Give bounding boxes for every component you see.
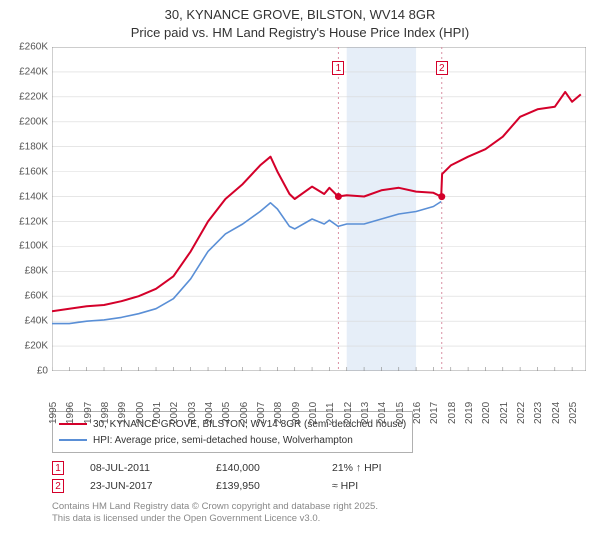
legend-item: HPI: Average price, semi-detached house,…: [59, 432, 406, 448]
x-tick: 2025: [568, 402, 579, 424]
x-tick: 2002: [169, 402, 180, 424]
x-tick: 1998: [100, 402, 111, 424]
sale-date: 23-JUN-2017: [90, 480, 190, 492]
attribution-footer: Contains HM Land Registry data © Crown c…: [52, 501, 592, 525]
x-tick: 2018: [447, 402, 458, 424]
x-axis: 1995199619971998199920002001200220032004…: [52, 371, 586, 405]
x-tick: 2022: [516, 402, 527, 424]
x-tick: 2019: [464, 402, 475, 424]
sale-price: £139,950: [216, 480, 306, 492]
x-tick: 2007: [256, 402, 267, 424]
sale-delta: ≈ HPI: [332, 480, 452, 492]
chart-area: £0 £20K £40K £60K £80K £100K £120K £140K £160K £1…: [8, 45, 592, 405]
x-tick: 2011: [325, 403, 336, 425]
x-tick: 2013: [360, 402, 371, 424]
x-tick: 2012: [343, 402, 354, 424]
legend-label: HPI: Average price, semi-detached house,…: [93, 435, 353, 446]
y-tick: £220K: [19, 91, 48, 102]
x-tick: 2014: [377, 402, 388, 424]
y-tick: £80K: [25, 266, 48, 277]
y-tick: £0: [37, 366, 48, 377]
x-tick: 2000: [135, 402, 146, 424]
y-tick: £60K: [25, 291, 48, 302]
chart-titles: 30, KYNANCE GROVE, BILSTON, WV14 8GR Pri…: [8, 6, 592, 41]
y-tick: £20K: [25, 341, 48, 352]
y-tick: £200K: [19, 116, 48, 127]
plot-region: 12: [52, 47, 586, 371]
x-tick: 2020: [481, 402, 492, 424]
x-tick: 2021: [499, 402, 510, 424]
y-tick: £40K: [25, 316, 48, 327]
sale-marker-2: 2: [436, 61, 448, 75]
plot-svg: [52, 47, 586, 371]
x-tick: 2016: [412, 402, 423, 424]
footer-line1: Contains HM Land Registry data © Crown c…: [52, 501, 592, 513]
y-tick: £120K: [19, 216, 48, 227]
x-tick: 1997: [83, 402, 94, 424]
x-tick: 2001: [152, 402, 163, 424]
footer-line2: This data is licensed under the Open Gov…: [52, 513, 592, 525]
sale-marker-1: 1: [332, 61, 344, 75]
x-tick: 2004: [204, 402, 215, 424]
x-tick: 2003: [187, 402, 198, 424]
y-tick: £140K: [19, 191, 48, 202]
x-tick: 1999: [117, 402, 128, 424]
y-tick: £100K: [19, 241, 48, 252]
y-tick: £260K: [19, 42, 48, 53]
x-tick: 2006: [239, 402, 250, 424]
sale-index-box: 1: [52, 461, 64, 475]
legend-swatch: [59, 439, 87, 441]
title-address: 30, KYNANCE GROVE, BILSTON, WV14 8GR: [8, 6, 592, 24]
x-tick: 2009: [291, 402, 302, 424]
y-axis: £0£20K£40K£60K£80K£100K£120K£140K£160K£1…: [8, 47, 52, 371]
x-tick: 2017: [429, 402, 440, 424]
sale-date: 08-JUL-2011: [90, 462, 190, 474]
sale-price: £140,000: [216, 462, 306, 474]
x-tick: 2015: [395, 402, 406, 424]
sale-delta: 21% ↑ HPI: [332, 462, 452, 474]
legend-item: 30, KYNANCE GROVE, BILSTON, WV14 8GR (se…: [59, 416, 406, 432]
sales-table: 1 08-JUL-2011 £140,000 21% ↑ HPI 2 23-JUN-201…: [52, 457, 592, 497]
x-tick: 2005: [221, 402, 232, 424]
x-tick: 2023: [533, 402, 544, 424]
x-tick: 2024: [551, 402, 562, 424]
x-tick: 1996: [65, 402, 76, 424]
sale-row: 1 08-JUL-2011 £140,000 21% ↑ HPI: [52, 461, 592, 475]
y-tick: £240K: [19, 67, 48, 78]
x-tick: 2010: [308, 402, 319, 424]
y-tick: £160K: [19, 166, 48, 177]
title-subtitle: Price paid vs. HM Land Registry's House …: [8, 24, 592, 42]
x-tick: 2008: [273, 402, 284, 424]
sale-row: 2 23-JUN-2017 £139,950 ≈ HPI: [52, 479, 592, 493]
y-tick: £180K: [19, 141, 48, 152]
x-tick: 1995: [48, 402, 59, 424]
sale-index-box: 2: [52, 479, 64, 493]
